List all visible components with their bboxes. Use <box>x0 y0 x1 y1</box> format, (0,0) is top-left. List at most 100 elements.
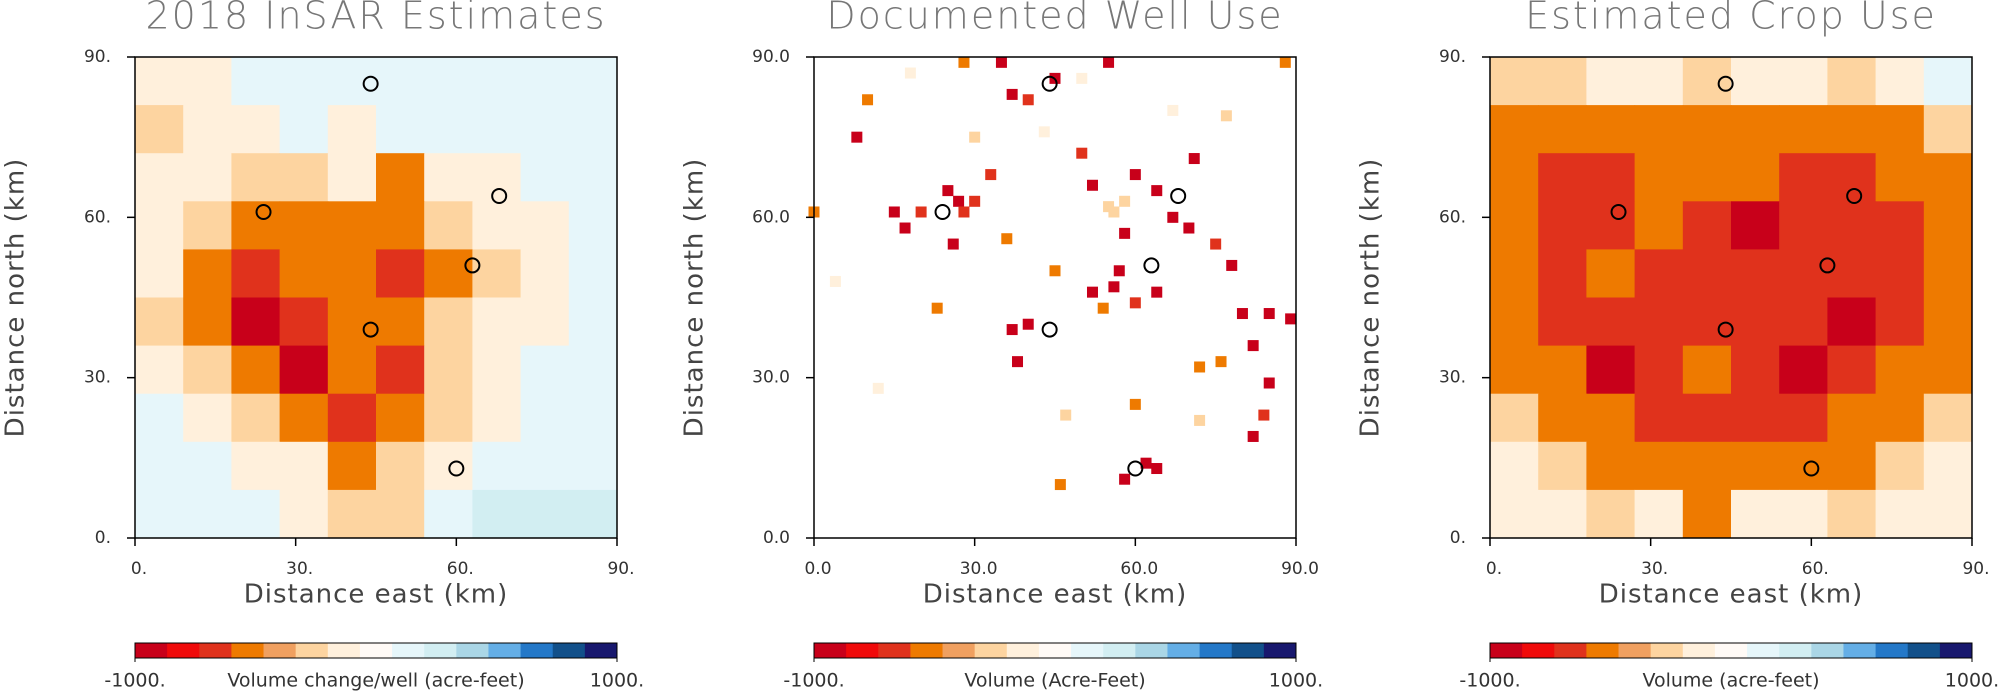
heat-cell <box>424 345 473 395</box>
colorbar-swatch <box>456 643 489 658</box>
colorbar-swatch <box>1167 643 1201 658</box>
x-tick-label: 30. <box>286 559 313 579</box>
well-location <box>464 257 481 274</box>
heat-cell <box>1923 105 1973 154</box>
heat-cell <box>1490 57 1539 106</box>
heat-cell <box>279 57 329 106</box>
heat-cell <box>1875 345 1925 395</box>
heat-cell <box>1634 57 1684 106</box>
colorbar-swatch <box>552 643 586 658</box>
heat-cell <box>327 393 377 443</box>
well-use-square <box>1054 479 1066 491</box>
heat-cell <box>1875 393 1925 443</box>
heat-cell <box>183 153 232 202</box>
heat-cell <box>183 345 232 395</box>
heat-cell <box>1682 57 1732 106</box>
well-location <box>1041 75 1058 92</box>
heat-cell <box>520 249 570 298</box>
heat-cell <box>183 57 232 106</box>
well-location <box>934 203 951 220</box>
y-axis-label: Distance north (km) <box>1 158 31 438</box>
heat-cell <box>279 105 329 154</box>
heat-cell <box>1634 297 1684 347</box>
heat-cell <box>1875 249 1925 298</box>
well-use-square <box>1220 110 1232 122</box>
heat-cell <box>568 393 618 443</box>
heat-cell <box>1634 393 1684 443</box>
heat-cell <box>520 201 570 250</box>
heat-cell <box>135 441 184 491</box>
well-location <box>1819 257 1836 274</box>
well-use-square <box>1076 147 1088 159</box>
colorbar-swatch <box>1071 643 1104 658</box>
colorbar-swatch <box>1490 643 1523 658</box>
well-use-square <box>888 206 900 218</box>
heat-cell <box>520 345 570 395</box>
well-use-square <box>1129 297 1141 309</box>
heat-cell <box>1827 153 1877 202</box>
heat-cell <box>1731 441 1780 491</box>
heat-cell <box>1875 441 1925 491</box>
x-tick-label: 0. <box>131 559 147 579</box>
colorbar-swatch <box>135 643 168 658</box>
heat-cell <box>1731 345 1780 395</box>
y-tick-label: 60. <box>84 207 111 227</box>
heat-cell <box>472 57 522 106</box>
heat-cell <box>520 441 570 491</box>
heat-cell <box>1827 249 1877 298</box>
heat-cell <box>1538 201 1587 250</box>
heat-cell <box>376 57 425 106</box>
heat-cell <box>424 105 473 154</box>
y-tick-label: 30. <box>84 368 111 388</box>
heat-cell <box>231 105 281 154</box>
colorbar-swatch <box>1103 643 1136 658</box>
heat-cell <box>1923 153 1973 202</box>
heat-cell <box>1634 249 1684 298</box>
heat-cell <box>327 201 377 250</box>
well-use-square <box>1006 88 1018 100</box>
heat-cell <box>183 201 232 250</box>
well-location <box>362 75 379 92</box>
colorbar-swatch <box>199 643 232 658</box>
well-use-square <box>1215 356 1227 368</box>
well-use-square <box>1194 414 1206 426</box>
heat-cell <box>279 297 329 347</box>
heat-cell <box>1586 345 1636 395</box>
heat-cell <box>183 489 232 539</box>
heat-cell <box>279 489 329 539</box>
well-use-square <box>1022 94 1034 106</box>
heat-cell <box>1827 105 1877 154</box>
heat-cell <box>1779 201 1828 250</box>
colorbar-swatch <box>1231 643 1265 658</box>
y-tick-label: 60.0 <box>752 207 790 227</box>
colorbar-swatch <box>1038 643 1072 658</box>
heat-cell <box>231 345 281 395</box>
heat-cell <box>327 489 377 539</box>
heat-cell <box>424 393 473 443</box>
heat-cell <box>231 57 281 106</box>
heat-cell <box>376 489 425 539</box>
heat-cell <box>1538 249 1587 298</box>
colorbar-swatch <box>1263 643 1297 658</box>
heat-cell <box>1923 441 1973 491</box>
heat-cell <box>1538 345 1587 395</box>
y-tick-label: 0. <box>1450 528 1466 548</box>
heat-cell <box>568 345 618 395</box>
colorbar-swatch <box>814 643 847 658</box>
well-use-square <box>1119 473 1131 485</box>
heat-cell <box>1586 105 1636 154</box>
heat-cell <box>1634 489 1684 539</box>
heat-cell <box>135 105 184 154</box>
panel: 0.0 30.0 60.0 90.0 0.0 30.0 60.0 90.0 Documented… <box>680 0 1324 692</box>
heat-cell <box>183 441 232 491</box>
heat-cell <box>1827 297 1877 347</box>
colorbar-label: Volume (acre-feet) <box>1642 670 1819 692</box>
y-tick-label: 90. <box>1439 47 1466 67</box>
heat-cell <box>1682 249 1732 298</box>
well-location <box>1846 187 1863 204</box>
y-tick-label: 30. <box>1439 368 1466 388</box>
well-use-square <box>829 275 841 287</box>
x-tick-label: 60.0 <box>1120 559 1158 579</box>
x-tick-label: 30.0 <box>960 559 998 579</box>
colorbar-swatch <box>520 643 554 658</box>
